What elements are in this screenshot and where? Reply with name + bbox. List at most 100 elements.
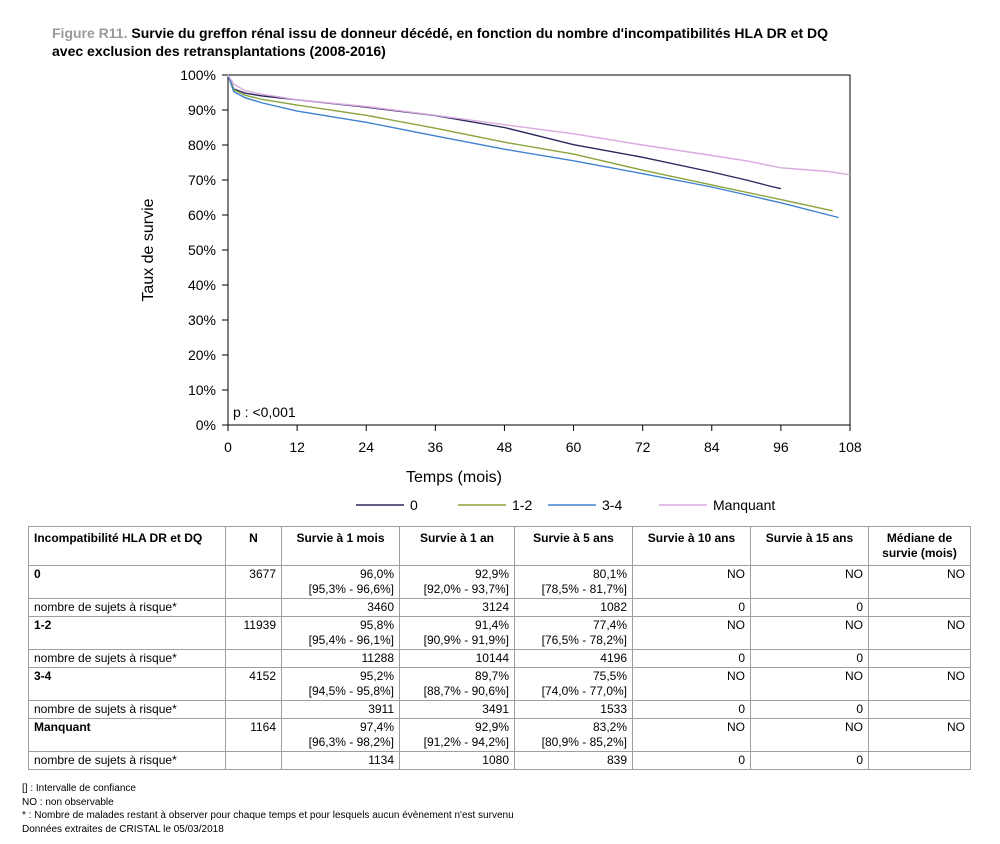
risk-count: 839 bbox=[514, 751, 633, 770]
risk-count: 0 bbox=[750, 751, 869, 770]
confidence-interval: [95,4% - 96,1%] bbox=[308, 633, 394, 647]
x-tick-label: 84 bbox=[704, 439, 720, 455]
series-line-manquant bbox=[227, 74, 851, 176]
y-tick-label: 10% bbox=[188, 382, 216, 398]
survival-cell: NO bbox=[868, 565, 971, 599]
risk-n-empty bbox=[225, 700, 282, 719]
risk-count: 3491 bbox=[399, 700, 515, 719]
y-tick-label: 80% bbox=[188, 137, 216, 153]
confidence-interval: [80,9% - 85,2%] bbox=[541, 735, 627, 749]
header-1-month: Survie à 1 mois bbox=[281, 526, 400, 566]
group-label: 0 bbox=[28, 565, 226, 599]
footnote-no: NO : non observable bbox=[22, 796, 114, 808]
table-header-row: Incompatibilité HLA DR et DQ N Survie à … bbox=[28, 526, 971, 566]
x-tick-label: 24 bbox=[358, 439, 374, 455]
header-15-years: Survie à 15 ans bbox=[750, 526, 869, 566]
risk-label: nombre de sujets à risque* bbox=[28, 598, 226, 617]
footnote-risk: * : Nombre de malades restant à observer… bbox=[22, 810, 514, 821]
y-axis-label: Taux de survie bbox=[140, 198, 157, 301]
group-n: 4152 bbox=[225, 667, 282, 701]
x-tick-label: 60 bbox=[566, 439, 582, 455]
survival-value: 96,0% bbox=[359, 567, 394, 581]
survival-table: Incompatibilité HLA DR et DQ N Survie à … bbox=[28, 526, 971, 770]
x-tick-label: 48 bbox=[497, 439, 513, 455]
survival-cell: 80,1% [78,5% - 81,7%] bbox=[514, 565, 633, 599]
table-row: 0 3677 96,0% [95,3% - 96,6%] 92,9% [92,0% - 9… bbox=[28, 565, 971, 599]
survival-cell: NO bbox=[750, 565, 869, 599]
x-tick-label: 36 bbox=[428, 439, 444, 455]
x-tick-label: 72 bbox=[635, 439, 651, 455]
risk-count: 0 bbox=[632, 598, 751, 617]
y-tick-label: 20% bbox=[188, 347, 216, 363]
survival-value: NO bbox=[727, 669, 745, 683]
title-line-2: avec exclusion des retransplantations (2… bbox=[52, 43, 386, 59]
group-n: 11939 bbox=[225, 616, 282, 650]
risk-count: 3911 bbox=[281, 700, 400, 719]
survival-cell: 77,4% [76,5% - 78,2%] bbox=[514, 616, 633, 650]
survival-value: NO bbox=[845, 720, 863, 734]
x-tick-label: 0 bbox=[224, 439, 232, 455]
survival-value: 83,2% bbox=[592, 720, 627, 734]
survival-cell: 97,4% [96,3% - 98,2%] bbox=[281, 718, 400, 752]
risk-n-empty bbox=[225, 751, 282, 770]
risk-count: 0 bbox=[750, 700, 869, 719]
survival-cell: NO bbox=[868, 616, 971, 650]
series-line-0 bbox=[227, 74, 782, 190]
group-label: 1-2 bbox=[28, 616, 226, 650]
survival-value: 77,4% bbox=[592, 618, 627, 632]
y-tick-label: 50% bbox=[188, 242, 216, 258]
risk-count: 1082 bbox=[514, 598, 633, 617]
survival-value: 80,1% bbox=[592, 567, 627, 581]
legend-label: 1-2 bbox=[512, 497, 532, 513]
survival-value: NO bbox=[947, 618, 965, 632]
risk-count: 1134 bbox=[281, 751, 400, 770]
survival-value: NO bbox=[727, 618, 745, 632]
risk-n-empty bbox=[225, 649, 282, 668]
risk-count: 3124 bbox=[399, 598, 515, 617]
risk-count: 10144 bbox=[399, 649, 515, 668]
survival-value: 89,7% bbox=[474, 669, 509, 683]
y-tick-label: 40% bbox=[188, 277, 216, 293]
confidence-interval: [96,3% - 98,2%] bbox=[308, 735, 394, 749]
risk-row: nombre de sujets à risque* 3460 3124 1082 0 0 bbox=[28, 598, 971, 617]
survival-value: NO bbox=[947, 720, 965, 734]
header-10-years: Survie à 10 ans bbox=[632, 526, 751, 566]
footnote-source: Données extraites de CRISTAL le 05/03/20… bbox=[22, 823, 224, 835]
survival-value: 97,4% bbox=[359, 720, 394, 734]
confidence-interval: [92,0% - 93,7%] bbox=[423, 582, 509, 596]
survival-cell: NO bbox=[632, 565, 751, 599]
legend-label: 0 bbox=[410, 497, 418, 513]
survival-cell: 92,9% [92,0% - 93,7%] bbox=[399, 565, 515, 599]
survival-cell: 95,8% [95,4% - 96,1%] bbox=[281, 616, 400, 650]
survival-cell: NO bbox=[868, 718, 971, 752]
survival-value: NO bbox=[845, 567, 863, 581]
risk-count: 0 bbox=[750, 649, 869, 668]
series-line-3-4 bbox=[227, 74, 839, 219]
x-tick-label: 12 bbox=[289, 439, 305, 455]
risk-count: 1080 bbox=[399, 751, 515, 770]
header-median: Médiane de survie (mois) bbox=[868, 526, 971, 566]
survival-cell: NO bbox=[632, 667, 751, 701]
series-line-1-2 bbox=[227, 74, 833, 212]
survival-value: 92,9% bbox=[474, 567, 509, 581]
header-1-year: Survie à 1 an bbox=[399, 526, 515, 566]
confidence-interval: [74,0% - 77,0%] bbox=[541, 684, 627, 698]
risk-label: nombre de sujets à risque* bbox=[28, 649, 226, 668]
risk-count: 4196 bbox=[514, 649, 633, 668]
group-n: 3677 bbox=[225, 565, 282, 599]
risk-count bbox=[868, 598, 971, 617]
confidence-interval: [78,5% - 81,7%] bbox=[541, 582, 627, 596]
risk-row: nombre de sujets à risque* 11288 10144 4196… bbox=[28, 649, 971, 668]
survival-value: 91,4% bbox=[474, 618, 509, 632]
risk-count bbox=[868, 649, 971, 668]
survival-value: 95,8% bbox=[359, 618, 394, 632]
y-tick-label: 70% bbox=[188, 172, 216, 188]
y-tick-label: 30% bbox=[188, 312, 216, 328]
risk-row: nombre de sujets à risque* 1134 1080 839 0 0 bbox=[28, 751, 971, 770]
survival-value: NO bbox=[845, 669, 863, 683]
survival-cell: NO bbox=[750, 616, 869, 650]
footnote-ci: [] : Intervalle de confiance bbox=[22, 783, 136, 794]
survival-cell: 91,4% [90,9% - 91,9%] bbox=[399, 616, 515, 650]
title-line-1: Survie du greffon rénal issu de donneur … bbox=[131, 25, 829, 41]
confidence-interval: [94,5% - 95,8%] bbox=[308, 684, 394, 698]
